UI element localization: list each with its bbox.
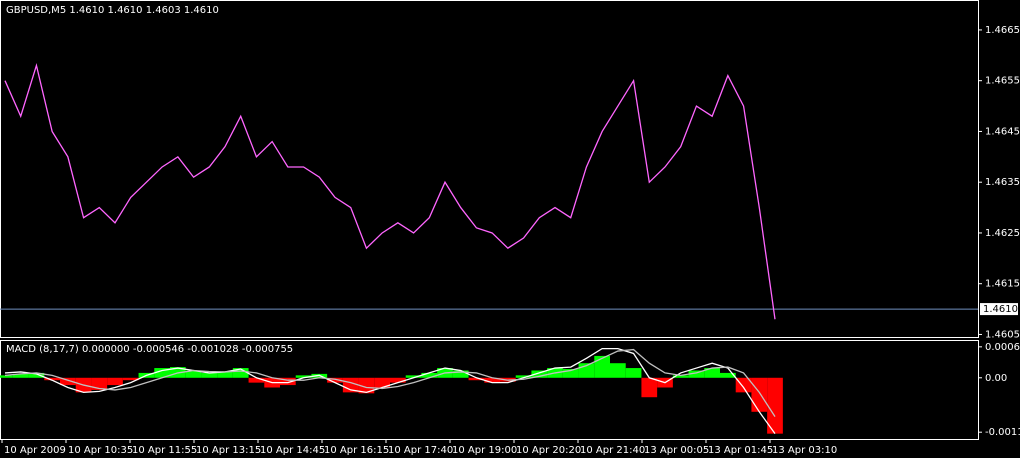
- macd-bar: [421, 372, 438, 378]
- macd-bar: [217, 371, 233, 378]
- macd-bar: [594, 355, 610, 378]
- macd-panel-frame: [0, 340, 979, 440]
- macd-bar: [704, 368, 720, 378]
- macd-bar: [12, 373, 29, 378]
- macd-bar: [672, 375, 689, 378]
- y-tick-label: 0.00: [985, 373, 1007, 384]
- macd-bar: [0, 375, 13, 378]
- macd-bar: [625, 368, 642, 378]
- macd-title: MACD (8,17,7) 0.000000 -0.000546 -0.0010…: [6, 344, 293, 355]
- y-tick-label: 1.4655: [985, 76, 1020, 87]
- macd-bar: [232, 368, 249, 378]
- macd-bar: [358, 377, 375, 394]
- y-tick-label: 0.000637: [985, 342, 1020, 353]
- main-title: GBPUSD,M5 1.4610 1.4610 1.4603 1.4610: [6, 5, 219, 16]
- x-tick-label: 10 Apr 21:40: [580, 445, 645, 456]
- x-tick-label: 13 Apr 03:10: [772, 445, 837, 456]
- macd-bar: [374, 377, 390, 388]
- macd-bar: [44, 377, 60, 381]
- macd-bar: [720, 372, 736, 378]
- macd-bar: [641, 377, 658, 398]
- x-tick-label: 10 Apr 20:20: [516, 445, 581, 456]
- macd-bar: [688, 370, 705, 378]
- x-tick-label: 13 Apr 01:45: [708, 445, 773, 456]
- x-tick-label: 10 Apr 2009: [4, 445, 66, 456]
- macd-bar: [751, 377, 768, 412]
- y-tick-label: 1.4615: [985, 279, 1020, 290]
- macd-bar: [468, 377, 485, 381]
- macd-bar: [390, 377, 406, 383]
- x-tick-label: 10 Apr 16:15: [324, 445, 389, 456]
- macd-bar: [767, 377, 783, 434]
- x-tick-label: 10 Apr 10:35: [68, 445, 133, 456]
- main-panel-frame: [0, 0, 979, 338]
- series-line: [4, 347, 776, 435]
- macd-bar: [515, 375, 532, 378]
- macd-bar: [107, 377, 123, 386]
- x-tick-label: 10 Apr 19:00: [452, 445, 517, 456]
- macd-bar: [60, 377, 76, 386]
- macd-bar: [327, 377, 343, 383]
- macd-bar: [201, 372, 218, 378]
- macd-bar: [405, 375, 422, 378]
- y-tick-label: 1.4625: [985, 228, 1020, 239]
- x-tick-label: 10 Apr 11:55: [132, 445, 197, 456]
- macd-bar: [531, 370, 548, 378]
- macd-bar: [248, 377, 265, 383]
- macd-bar: [185, 370, 202, 378]
- x-tick-label: 13 Apr 00:05: [644, 445, 709, 456]
- macd-bar: [154, 368, 170, 378]
- macd-bar: [295, 375, 312, 378]
- macd-bar: [562, 369, 579, 378]
- y-tick-label: 1.4665: [985, 25, 1020, 36]
- y-tick-label: 1.4645: [985, 126, 1020, 137]
- series-line: [4, 348, 776, 418]
- current-price-label: 1.4610: [983, 304, 1018, 315]
- x-tick-label: 10 Apr 17:40: [388, 445, 453, 456]
- macd-bar: [484, 377, 500, 383]
- y-tick-label: -0.00112: [985, 427, 1020, 438]
- macd-bar: [28, 372, 45, 378]
- macd-bar: [122, 377, 139, 381]
- macd-bar: [280, 377, 296, 386]
- macd-bar: [735, 377, 752, 393]
- macd-bar: [452, 370, 469, 378]
- series-line: [4, 62, 776, 320]
- current-price-box: [980, 303, 1018, 316]
- macd-bar: [610, 363, 626, 378]
- x-tick-label: 10 Apr 13:15: [196, 445, 261, 456]
- macd-bar: [91, 377, 108, 390]
- y-tick-label: 1.4635: [985, 177, 1020, 188]
- x-tick-label: 10 Apr 14:45: [260, 445, 325, 456]
- y-tick-label: 1.4605: [985, 329, 1020, 340]
